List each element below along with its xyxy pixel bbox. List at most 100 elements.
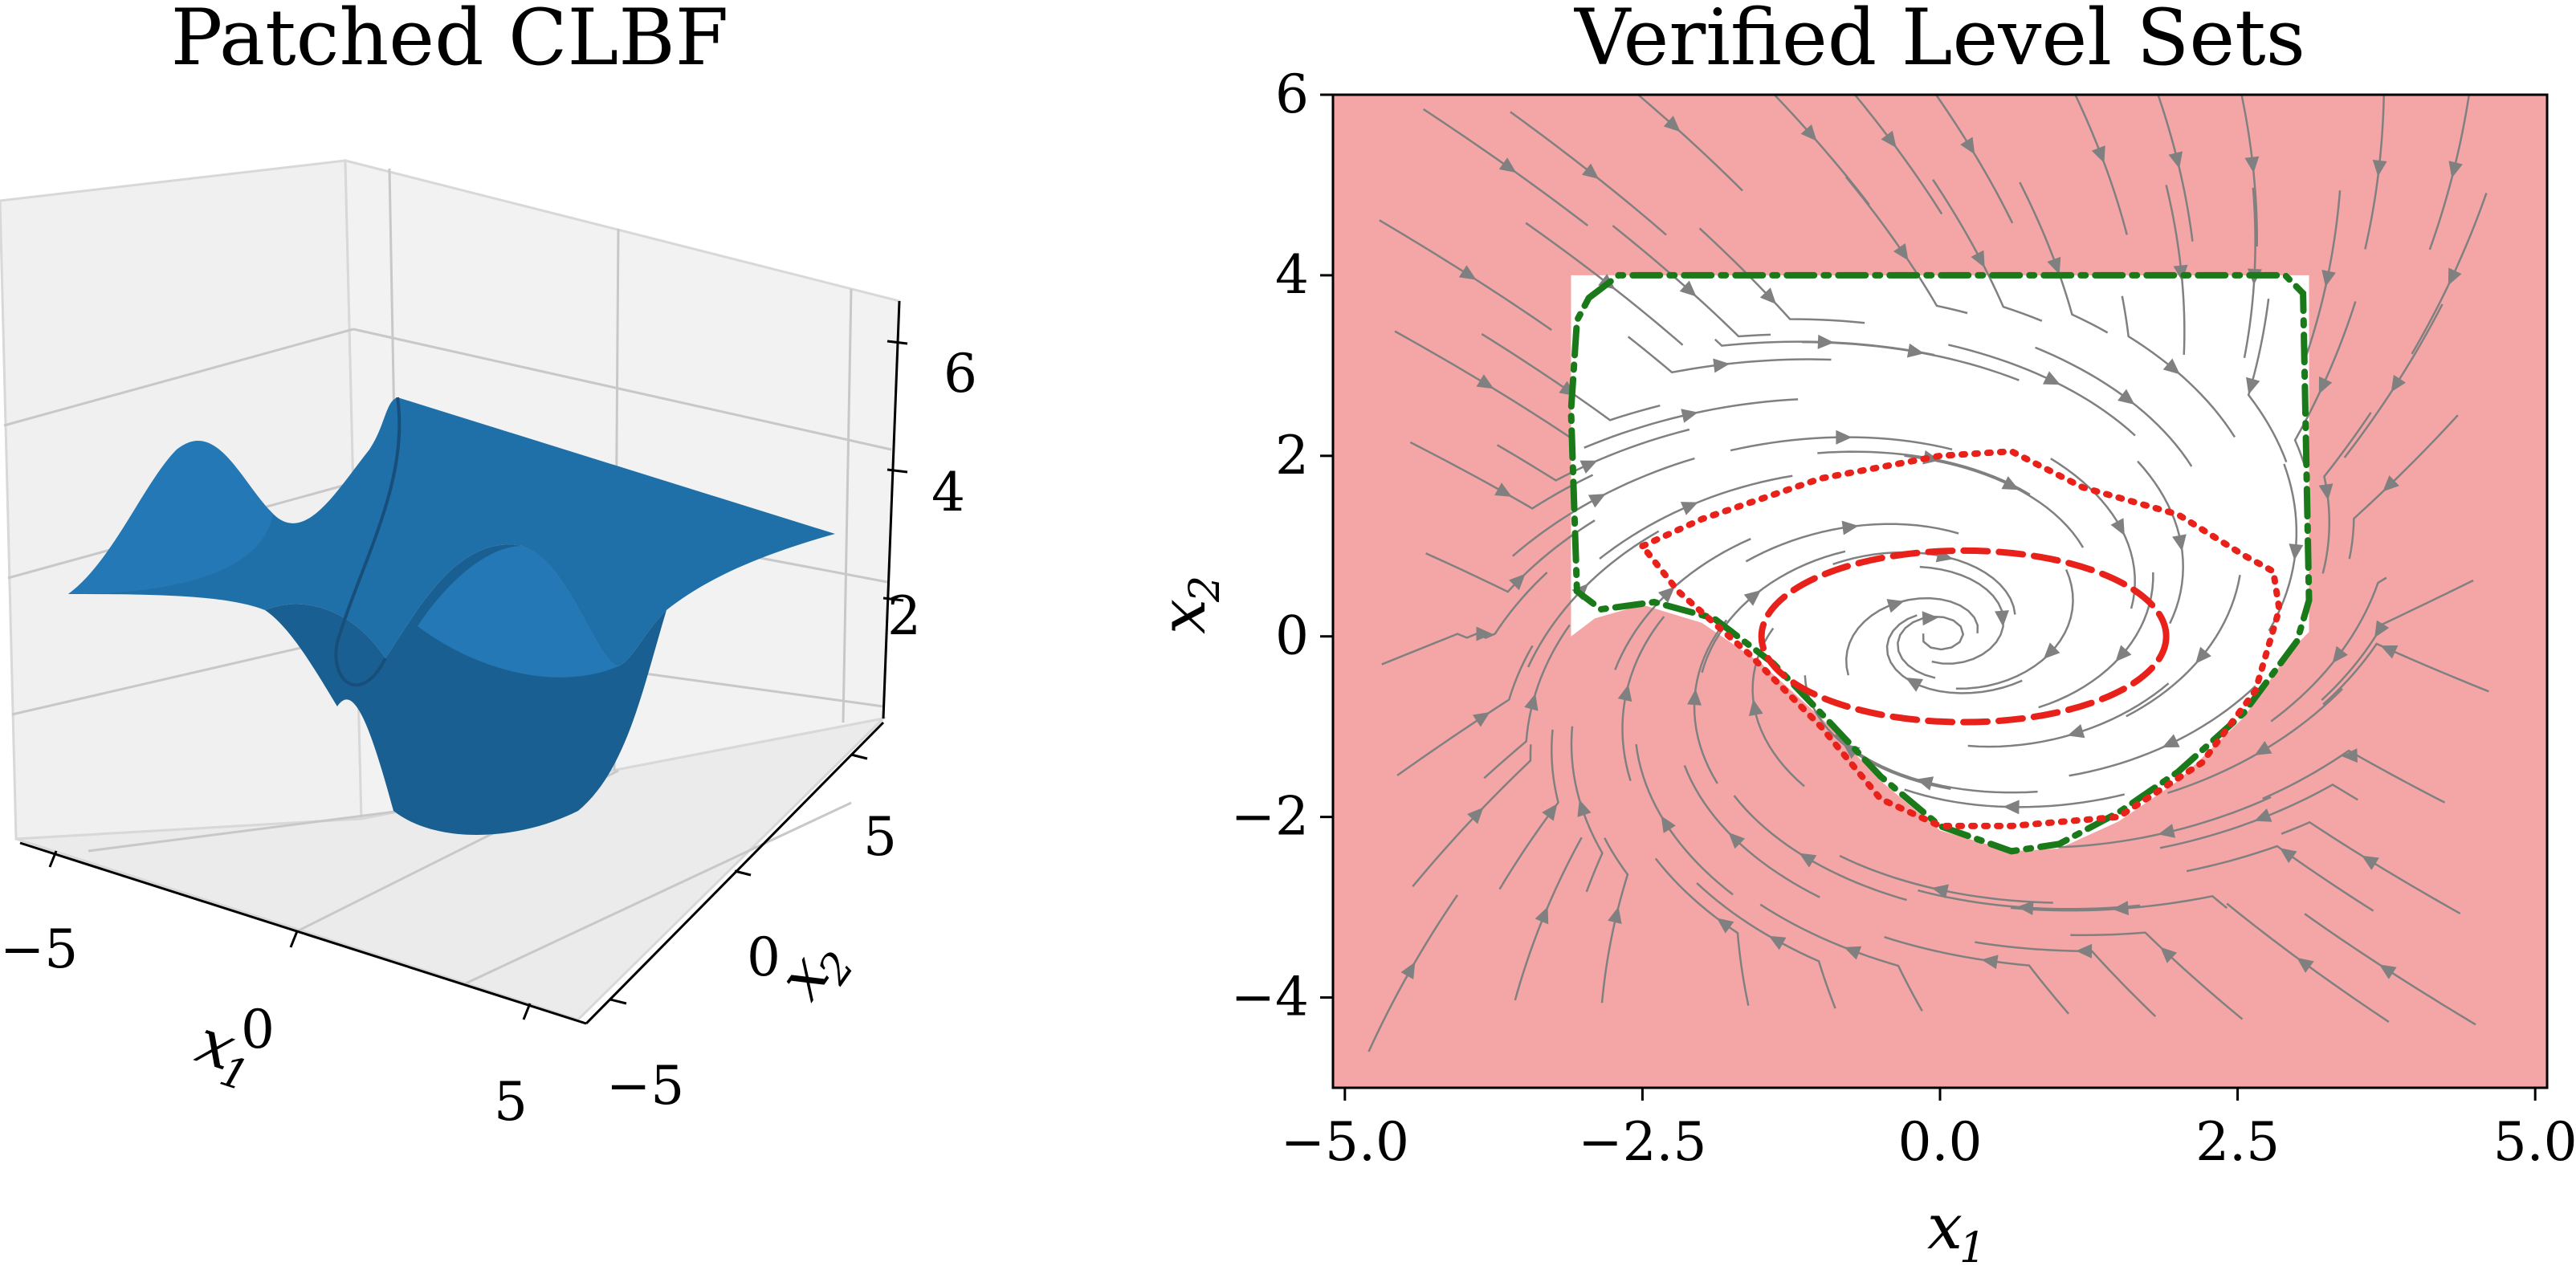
x2-tick-label: 0 (747, 926, 781, 988)
y-tick-label: 0 (1275, 605, 1309, 667)
surface-ridge (334, 397, 401, 687)
levelset-title: Verified Level Sets (1574, 0, 2305, 83)
streamline-arrow (1681, 409, 1698, 423)
streamline-arrow (2112, 901, 2130, 916)
x-label-main: x (1927, 1191, 1963, 1264)
streamline-arrow (2279, 848, 2297, 864)
streamline-arrow (1661, 816, 1676, 833)
y-ticks: −4 −2 0 2 4 6 (1231, 63, 1333, 1028)
streamline-arrow (2341, 748, 2358, 763)
streamline-arrow (1893, 242, 1909, 261)
streamline-arrow (1799, 853, 1817, 868)
streamline-arrow (2067, 723, 2085, 739)
y-tick-label: −2 (1231, 786, 1309, 848)
streamline-arrow (1768, 935, 1787, 951)
streamline-arrow (1476, 626, 1493, 641)
x-axis-label: x 1 (1927, 1191, 1986, 1266)
streamline-arrow (2003, 800, 2020, 815)
streamline-arrow (1680, 502, 1698, 515)
streamline-arrow (1458, 265, 1477, 280)
streamline-arrow (1886, 599, 1905, 613)
streamline-arrow (2160, 946, 2178, 963)
x1-tick-label: 0 (241, 999, 275, 1060)
streamline-arrow (1617, 684, 1632, 702)
streamline-arrow (2115, 645, 2132, 662)
streamline-arrow (1971, 250, 1985, 268)
x-tick-label: 0.0 (1898, 1111, 1983, 1173)
streamline-arrow (2195, 646, 2211, 664)
streamline-arrow (1524, 693, 1539, 711)
clbf-surface (68, 397, 835, 835)
streamline-arrow (2332, 645, 2348, 664)
streamline-arrow (2321, 269, 2336, 287)
x1-tick-label: −5 (0, 918, 78, 980)
z-tick-label: 2 (887, 585, 921, 647)
streamline-arrow (2001, 476, 2020, 491)
streamline-arrow (1716, 918, 1734, 934)
streamline-arrow (2172, 534, 2187, 552)
streamline-arrow (1748, 698, 1763, 717)
streamline-arrow (1743, 590, 1761, 606)
streamline-arrow (2318, 483, 2333, 501)
streamline-arrow (2091, 145, 2105, 164)
x1-axis: −5 0 5 x 1 (0, 841, 587, 1133)
streamline-arrow (1800, 124, 1817, 141)
safe-region (1571, 275, 2309, 852)
streamline-arrow (1509, 573, 1526, 591)
streamline-arrow (1498, 157, 1517, 173)
x-tick-label: 5.0 (2493, 1111, 2576, 1173)
streamline-arrow (2246, 377, 2260, 395)
streamline-arrow (1960, 136, 1975, 155)
streamline-arrow (2043, 371, 2060, 385)
streamline-arrow (2448, 161, 2463, 178)
x-tick-label: −5.0 (1281, 1111, 1409, 1173)
x1-tick-label: 5 (494, 1071, 528, 1133)
streamline-arrow (1494, 482, 1512, 497)
streamline-arrow (2254, 808, 2272, 822)
z-axis: 6 4 2 (882, 300, 977, 719)
streamline-arrow (1916, 776, 1934, 791)
streamline-arrow (2372, 159, 2387, 177)
streamline-arrow (1588, 494, 1606, 508)
streamline-arrow (1657, 586, 1675, 604)
streamline-arrow (1728, 832, 1746, 849)
streamline-arrow (2168, 151, 2183, 169)
streamline-arrow (1476, 374, 1494, 389)
streamline-arrow (1608, 906, 1622, 924)
z-tick-label: 6 (944, 343, 977, 405)
streamline-arrow (1981, 955, 1999, 970)
x-tick-label: 2.5 (2195, 1111, 2280, 1173)
level-set-inner (1758, 547, 2170, 726)
streamline-arrow (2254, 741, 2272, 755)
streamline-arrow (1687, 689, 1702, 706)
y-tick-label: 4 (1275, 244, 1309, 306)
streamline-arrow (1906, 343, 1925, 358)
streamline-arrow (2362, 855, 2379, 870)
streamline-arrow (1922, 611, 1939, 626)
z-tick-label: 4 (931, 462, 965, 523)
streamline-arrow (2297, 957, 2314, 973)
streamline-arrow (1400, 962, 1416, 980)
streamline-arrow (2043, 642, 2060, 659)
streamline-arrow (2162, 358, 2180, 375)
streamline-arrow (1836, 429, 1853, 445)
streamline-arrow (2047, 256, 2061, 275)
streamline-arrow (2391, 374, 2407, 393)
y-axis-label: x 2 (1147, 576, 1229, 634)
streamline-arrow (1906, 678, 1924, 692)
plot-area (1333, 95, 2547, 1088)
streamline-arrow (1535, 906, 1549, 925)
streamline-arrow (2076, 943, 2093, 959)
streamline-arrow (2318, 376, 2333, 394)
streamline-arrow (1467, 807, 1484, 824)
streamline-arrow (2448, 267, 2462, 286)
y-label-sub: 2 (1181, 576, 1229, 603)
x2-tick-label: −5 (606, 1055, 684, 1117)
streamlines (1367, 95, 2489, 1052)
levelset-panel: Verified Level Sets −5.0 −2.5 0.0 2.5 5.0 −4… (1147, 0, 2576, 1266)
y-tick-label: 2 (1275, 425, 1309, 486)
x-label-sub: 1 (1959, 1224, 1986, 1266)
streamline-arrow (2162, 734, 2180, 748)
streamline-arrow (1841, 520, 1859, 535)
surface-top (68, 397, 835, 666)
